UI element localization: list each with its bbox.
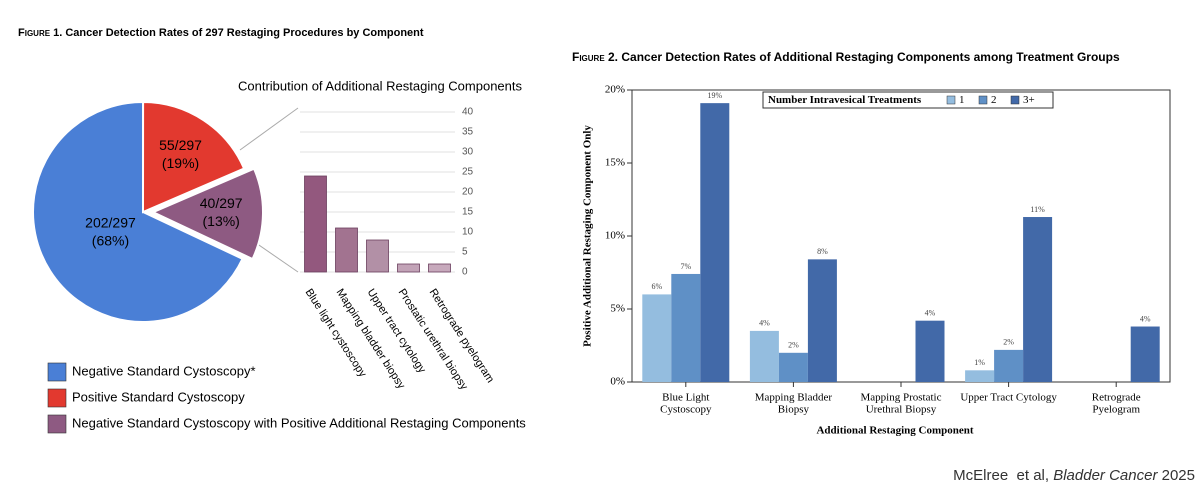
bar	[749, 330, 779, 382]
legend-swatch	[1010, 95, 1020, 105]
pie-slice	[150, 167, 264, 261]
y-tick-label: 15	[462, 207, 474, 218]
title-text: Cancer Detection Rates of 297 Restaging …	[65, 27, 424, 39]
y-tick-label: 5%	[610, 303, 625, 315]
x-tick-label: Cystoscopy	[660, 404, 712, 416]
bar	[366, 239, 389, 273]
y-axis-label: Positive Additional Restaging Component …	[582, 125, 594, 347]
x-tick-label: Upper Tract Cytology	[960, 392, 1057, 404]
value-label: 7%	[680, 262, 691, 271]
x-tick-label: Urethral Biopsy	[866, 404, 937, 416]
bar	[994, 349, 1024, 382]
slice-label: 40/297	[200, 195, 243, 211]
y-tick-label: 20	[462, 187, 474, 198]
bar	[965, 370, 995, 382]
value-label: 4%	[925, 309, 936, 318]
y-tick-label: 10%	[605, 230, 625, 242]
legend-label: 2	[991, 94, 997, 106]
legend-swatch	[47, 362, 67, 382]
x-tick-label: Upper tract cytology	[365, 287, 429, 376]
legend-label: Positive Standard Cystoscopy	[72, 389, 245, 404]
footer-text: McElree et al,	[953, 467, 1053, 484]
bar	[671, 273, 701, 382]
legend-title: Number Intravesical Treatments	[768, 94, 922, 106]
title-text: Cancer Detection Rates of Additional Res…	[621, 50, 1120, 64]
bar	[304, 175, 327, 273]
y-tick-label: 20%	[605, 84, 625, 96]
value-label: 2%	[788, 341, 799, 350]
legend-swatch	[47, 388, 67, 408]
y-tick-label: 35	[462, 127, 474, 138]
pie-slice	[141, 100, 246, 214]
figure-title: Figure 2. Cancer Detection Rates of Addi…	[572, 50, 1120, 64]
slice-label: 202/297	[85, 214, 136, 230]
figure-label: Figure 1.	[18, 27, 62, 39]
y-tick-label: 25	[462, 167, 474, 178]
value-label: 8%	[817, 247, 828, 256]
value-label: 4%	[759, 319, 770, 328]
legend-swatch	[946, 95, 956, 105]
value-label: 1%	[974, 358, 985, 367]
bar	[397, 263, 420, 273]
inset-title: Contribution of Additional Restaging Com…	[238, 78, 523, 93]
slice-label: 55/297	[159, 137, 202, 153]
y-tick-label: 30	[462, 147, 474, 158]
x-tick-label: Retrograde	[1092, 392, 1141, 404]
value-label: 6%	[651, 282, 662, 291]
slice-percent: (19%)	[162, 155, 199, 171]
y-tick-label: 10	[462, 227, 474, 238]
bar	[778, 352, 808, 382]
value-label: 11%	[1030, 205, 1045, 214]
footer-journal: Bladder Cancer	[1053, 467, 1158, 484]
footer: McElree et al, Bladder Cancer 2025	[953, 467, 1195, 484]
y-tick-label: 0	[462, 267, 468, 278]
bar	[335, 227, 358, 273]
pie-slice	[32, 100, 244, 323]
x-tick-label: Mapping Bladder	[755, 392, 833, 404]
bar	[642, 294, 672, 382]
x-tick-label: Blue Light	[662, 392, 709, 404]
bar	[915, 320, 945, 382]
slice-percent: (68%)	[92, 232, 129, 248]
value-label: 19%	[707, 91, 722, 100]
legend-label: Negative Standard Cystoscopy*	[72, 363, 256, 378]
bar	[807, 259, 837, 382]
legend-label: 3+	[1023, 94, 1035, 106]
y-tick-label: 15%	[605, 157, 625, 169]
bar	[428, 263, 451, 273]
y-tick-label: 0%	[610, 376, 625, 388]
x-tick-label: Pyelogram	[1092, 404, 1140, 416]
value-label: 4%	[1140, 314, 1151, 323]
y-tick-label: 5	[462, 247, 468, 258]
value-label: 2%	[1003, 338, 1014, 347]
x-tick-label: Mapping Prostatic	[861, 392, 942, 404]
legend-swatch	[47, 414, 67, 434]
connector	[239, 107, 299, 151]
bar	[1130, 326, 1160, 382]
bar	[700, 103, 730, 382]
x-axis-label: Additional Restaging Component	[816, 425, 973, 437]
bar	[1023, 217, 1053, 382]
slice-percent: (13%)	[203, 213, 240, 229]
legend-label: 1	[959, 94, 965, 106]
legend-swatch	[978, 95, 988, 105]
figure-label: Figure 2.	[572, 50, 618, 64]
x-tick-label: Biopsy	[778, 404, 810, 416]
y-tick-label: 40	[462, 107, 474, 118]
figure-title: Figure 1. Cancer Detection Rates of 297 …	[18, 27, 424, 39]
x-tick-label: Blue light cystoscopy	[303, 287, 369, 380]
footer-year: 2025	[1157, 467, 1195, 484]
legend-label: Negative Standard Cystoscopy with Positi…	[72, 415, 526, 430]
